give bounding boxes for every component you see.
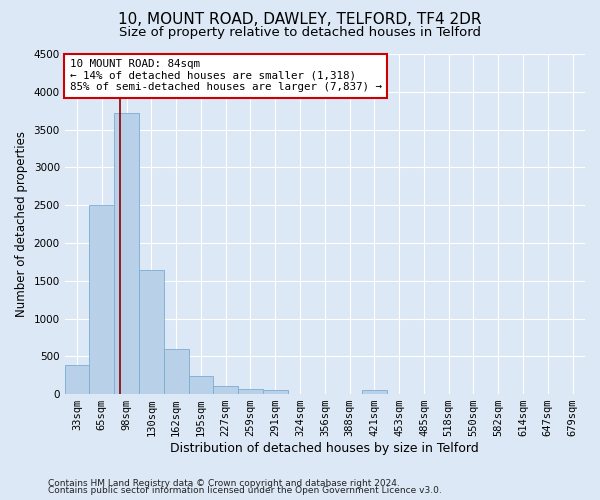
Bar xyxy=(139,270,164,394)
X-axis label: Distribution of detached houses by size in Telford: Distribution of detached houses by size … xyxy=(170,442,479,455)
Bar xyxy=(362,390,387,394)
Text: Contains public sector information licensed under the Open Government Licence v3: Contains public sector information licen… xyxy=(48,486,442,495)
Text: Size of property relative to detached houses in Telford: Size of property relative to detached ho… xyxy=(119,26,481,39)
Bar xyxy=(164,348,188,394)
Bar xyxy=(214,386,238,394)
Bar xyxy=(65,366,89,394)
Text: Contains HM Land Registry data © Crown copyright and database right 2024.: Contains HM Land Registry data © Crown c… xyxy=(48,478,400,488)
Bar xyxy=(238,389,263,394)
Text: 10, MOUNT ROAD, DAWLEY, TELFORD, TF4 2DR: 10, MOUNT ROAD, DAWLEY, TELFORD, TF4 2DR xyxy=(118,12,482,28)
Bar xyxy=(188,376,214,394)
Text: 10 MOUNT ROAD: 84sqm
← 14% of detached houses are smaller (1,318)
85% of semi-de: 10 MOUNT ROAD: 84sqm ← 14% of detached h… xyxy=(70,59,382,92)
Bar xyxy=(89,205,114,394)
Bar xyxy=(114,113,139,394)
Bar xyxy=(263,390,287,394)
Y-axis label: Number of detached properties: Number of detached properties xyxy=(15,131,28,317)
